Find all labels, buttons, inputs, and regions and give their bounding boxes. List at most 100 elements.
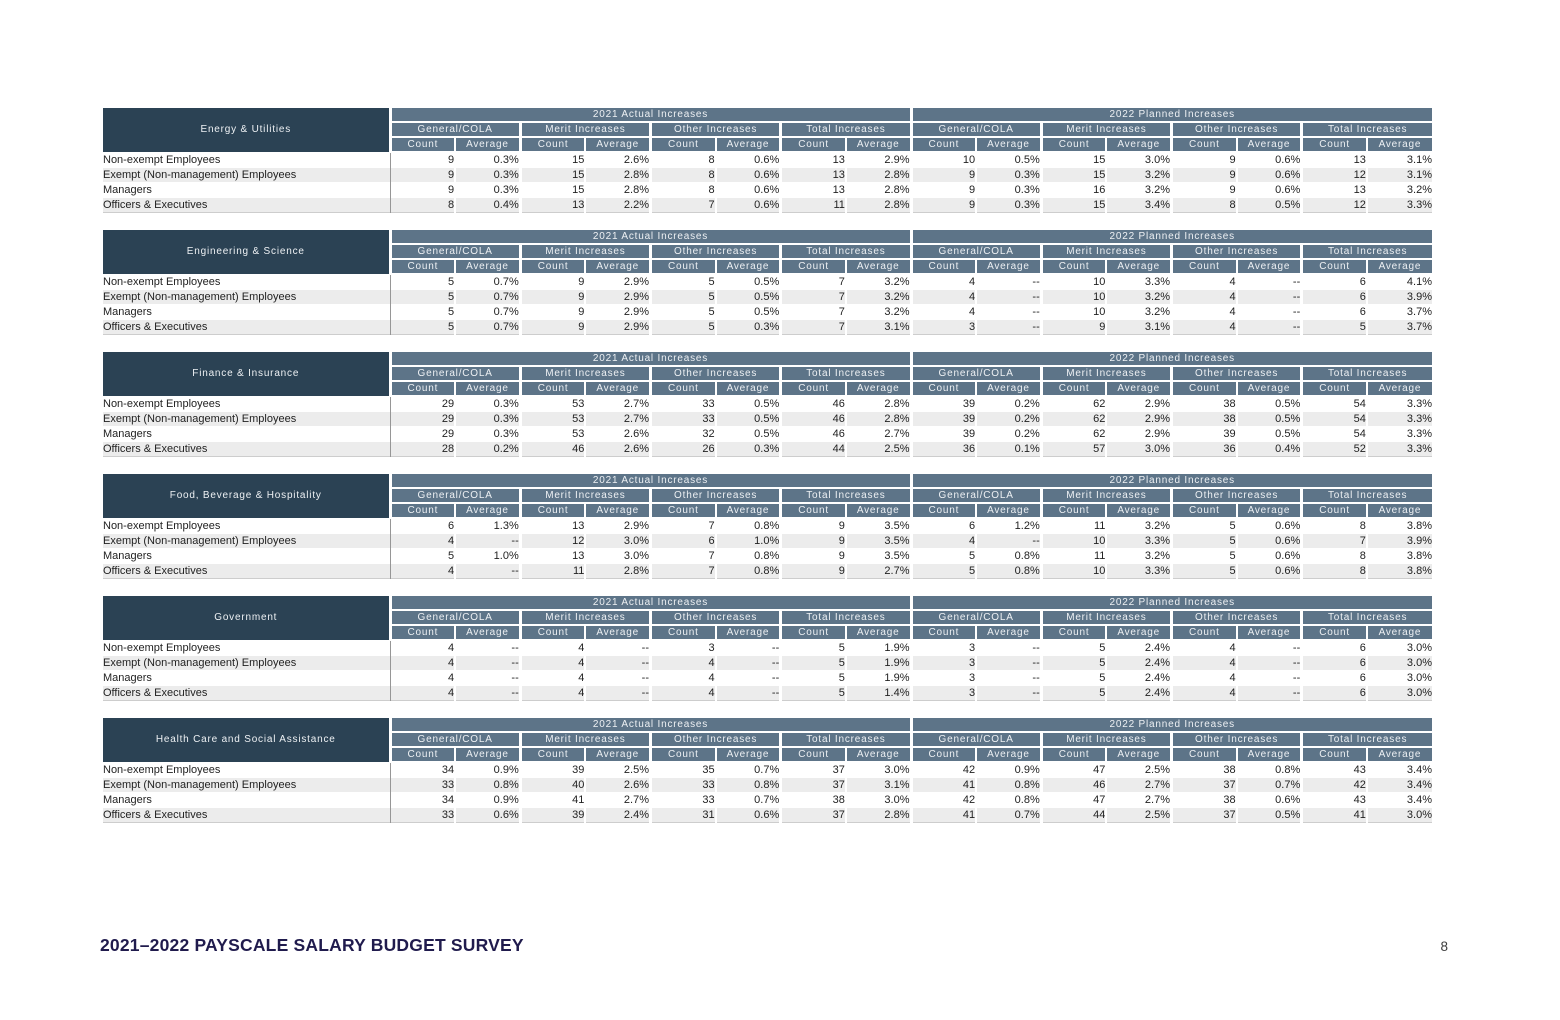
table-row: Non-exempt Employees 29 0.3% 53 2.7% 33 0.5% 46… (103, 395, 1432, 412)
increase-group-header: Other Increases (648, 488, 781, 504)
table-row: Exempt (Non-management) Employees 5 0.7% 9 2… (103, 289, 1432, 305)
increase-group-header: General/COLA (388, 366, 521, 382)
data-cell: -- (975, 639, 1042, 656)
data-cell: 3.2% (844, 273, 911, 290)
data-cell: 5 (648, 289, 716, 305)
metric-header: Average (584, 503, 651, 519)
data-cell: -- (714, 639, 781, 656)
data-cell: 0.5% (714, 289, 781, 305)
increase-group-header-row: General/COLA Merit Increases Other Increas… (103, 488, 1432, 504)
increase-group-header-row: General/COLA Merit Increases Other Increas… (103, 244, 1432, 260)
data-cell: 0.2% (454, 441, 521, 457)
table-row: Exempt (Non-management) Employees 4 -- 4 -- 4… (103, 655, 1432, 671)
data-cell: 0.5% (1235, 197, 1302, 213)
data-cell: 0.6% (1235, 167, 1302, 183)
data-cell: 37 (779, 777, 846, 793)
data-cell: -- (454, 639, 521, 656)
year-group-header: 2021 Actual Increases (390, 718, 911, 733)
increase-group-header: Total Increases (1300, 610, 1432, 626)
data-cell: 9 (779, 517, 846, 534)
metric-header: Average (1105, 137, 1172, 153)
data-cell: 3.0% (1365, 670, 1432, 686)
data-cell: 42 (909, 761, 977, 778)
table-row: Managers 29 0.3% 53 2.6% 32 0.5% 46 2.7% 39 0.2% 62… (103, 426, 1432, 442)
metric-header: Average (714, 259, 781, 275)
data-cell: 5 (779, 685, 846, 701)
data-cell: 3.8% (1365, 548, 1432, 564)
data-cell: 2.5% (1105, 761, 1172, 778)
table-row: Managers 5 0.7% 9 2.9% 5 0.5% 7 3.2% 4 -- 10 3.2% 4 --… (103, 304, 1432, 320)
data-cell: -- (975, 533, 1042, 549)
metric-header: Average (454, 503, 521, 519)
table-row: Managers 5 1.0% 13 3.0% 7 0.8% 9 3.5% 5 0.8% 11 3.2%… (103, 548, 1432, 564)
data-cell: 9 (779, 533, 846, 549)
data-cell: 4.1% (1365, 273, 1432, 290)
metric-header: Average (584, 747, 651, 763)
data-cell: 5 (648, 304, 716, 320)
data-cell: 33 (390, 807, 456, 823)
table-row: Officers & Executives 28 0.2% 46 2.6% 26 0.3% 4… (103, 441, 1432, 457)
data-cell: 10 (1039, 289, 1107, 305)
data-cell: 3.0% (584, 533, 651, 549)
data-cell: 3.3% (1105, 533, 1172, 549)
increase-group-header: Merit Increases (1039, 488, 1172, 504)
data-cell: 3.3% (1365, 411, 1432, 427)
metric-header: Count (909, 625, 977, 641)
metric-header: Count (518, 381, 586, 397)
row-label-cell: Non-exempt Employees (103, 273, 391, 290)
row-label-cell: Managers (103, 182, 391, 198)
data-cell: 3.1% (1365, 151, 1432, 168)
metric-header: Average (1235, 503, 1302, 519)
table-row: Non-exempt Employees 4 -- 4 -- 3 -- 5 1.9% 3 -- 5 2.… (103, 639, 1432, 656)
metric-header: Average (844, 625, 911, 641)
data-cell: 3 (909, 639, 977, 656)
data-cell: 3.0% (1105, 441, 1172, 457)
metric-header: Average (1235, 625, 1302, 641)
table-row: Non-exempt Employees 9 0.3% 15 2.6% 8 0.6% 13 2.… (103, 151, 1432, 168)
data-cell: 2.8% (584, 563, 651, 579)
data-cell: -- (584, 655, 651, 671)
data-cell: 12 (1300, 197, 1367, 213)
data-cell: 3.5% (844, 548, 911, 564)
data-cell: 0.6% (1235, 517, 1302, 534)
metric-header: Average (1235, 747, 1302, 763)
data-cell: 13 (779, 151, 846, 168)
data-cell: 0.6% (714, 182, 781, 198)
data-cell: 16 (1039, 182, 1107, 198)
data-cell: 0.8% (454, 777, 521, 793)
year-group-header: 2021 Actual Increases (390, 352, 911, 367)
metric-header: Average (1235, 259, 1302, 275)
data-cell: 0.6% (1235, 533, 1302, 549)
metric-header: Average (584, 259, 651, 275)
data-cell: 4 (518, 639, 586, 656)
metric-header: Count (909, 747, 977, 763)
data-cell: 0.5% (1235, 807, 1302, 823)
metric-header: Average (1235, 381, 1302, 397)
table-row: Managers 34 0.9% 41 2.7% 33 0.7% 38 3.0% 42 0.8% 47… (103, 792, 1432, 808)
increase-group-header: Other Increases (1169, 732, 1302, 748)
data-cell: 0.6% (1235, 792, 1302, 808)
data-cell: 0.5% (714, 304, 781, 320)
data-cell: -- (584, 685, 651, 701)
data-cell: 0.1% (975, 441, 1042, 457)
increase-group-header: Other Increases (648, 366, 781, 382)
data-cell: 4 (390, 670, 456, 686)
metric-header: Count (388, 503, 456, 519)
data-cell: 39 (1169, 426, 1237, 442)
data-cell: 9 (518, 319, 586, 335)
metric-header: Average (975, 381, 1042, 397)
year-group-header: 2022 Planned Increases (909, 718, 1432, 733)
year-header-row: Finance & Insurance 2021 Actual Increases… (103, 352, 1432, 396)
industry-tables-container: Energy & Utilities 2021 Actual Increases 2… (103, 108, 1432, 840)
increase-group-header: Total Increases (779, 244, 911, 260)
data-cell: 3.0% (1105, 151, 1172, 168)
data-cell: 0.8% (975, 563, 1042, 579)
metric-header-row: Count Average Count Average Count Average Coun… (103, 381, 1432, 397)
data-cell: 4 (909, 533, 977, 549)
data-cell: 2.8% (844, 411, 911, 427)
data-cell: 0.7% (454, 289, 521, 305)
table-header: Food, Beverage & Hospitality 2021 Actual … (103, 474, 1432, 519)
data-cell: 0.4% (454, 197, 521, 213)
data-cell: 2.7% (1105, 792, 1172, 808)
data-cell: 4 (390, 639, 456, 656)
